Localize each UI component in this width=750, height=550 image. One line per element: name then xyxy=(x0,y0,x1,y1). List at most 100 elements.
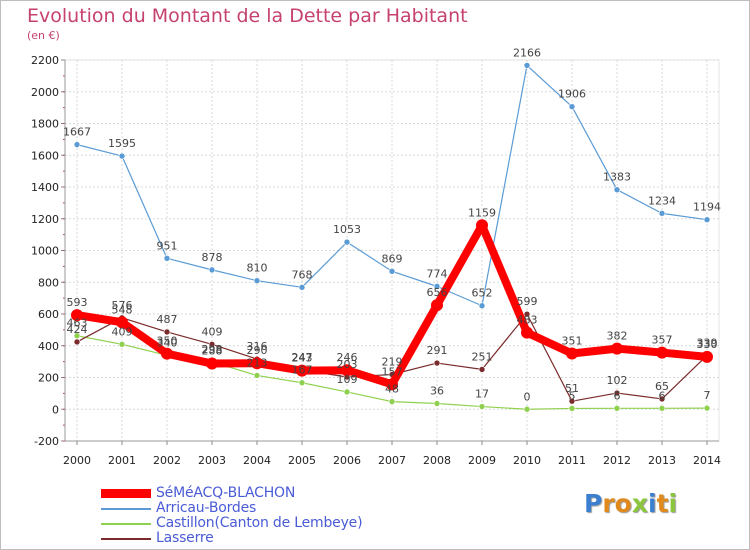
data-label-semeacq-blachon: 243 xyxy=(292,352,313,365)
data-label-arricau-bordes: 1906 xyxy=(558,88,586,101)
legend-label: Lasserre xyxy=(156,530,214,546)
data-point-castillon xyxy=(298,379,306,387)
data-point-arricau-bordes xyxy=(703,216,711,224)
data-point-lasserre xyxy=(523,310,531,318)
data-label-lasserre: 291 xyxy=(427,344,448,357)
data-point-castillon xyxy=(388,398,396,405)
x-tick-label: 2010 xyxy=(513,454,541,467)
data-label-arricau-bordes: 774 xyxy=(427,267,448,280)
series-layer xyxy=(71,62,713,413)
data-label-arricau-bordes: 768 xyxy=(292,268,313,281)
chart-title: Evolution du Montant de la Dette par Hab… xyxy=(27,5,468,27)
data-point-castillon xyxy=(433,400,441,407)
legend-label: Arricau-Bordes xyxy=(156,500,257,516)
data-point-semeacq-blachon xyxy=(161,347,173,360)
data-label-lasserre: 424 xyxy=(67,323,88,336)
data-label-lasserre: 576 xyxy=(112,299,133,312)
x-tick-label: 2004 xyxy=(243,454,271,467)
x-tick-label: 2002 xyxy=(153,454,181,467)
logo-letter: r xyxy=(602,489,615,518)
x-tick-label: 2000 xyxy=(63,454,91,467)
data-label-arricau-bordes: 2166 xyxy=(513,46,541,59)
data-label-lasserre: 203 xyxy=(337,358,358,371)
legend-swatch xyxy=(101,523,151,525)
data-label-castillon: 409 xyxy=(112,325,133,338)
data-label-semeacq-blachon: 350 xyxy=(157,335,178,348)
y-tick-label: 600 xyxy=(38,308,59,321)
data-point-arricau-bordes xyxy=(658,210,666,217)
data-point-semeacq-blachon xyxy=(341,364,353,377)
data-point-semeacq-blachon xyxy=(251,357,263,370)
legend-swatch xyxy=(101,508,151,510)
data-label-lasserre: 339 xyxy=(697,336,718,349)
data-point-arricau-bordes xyxy=(208,266,216,274)
data-label-castillon: 109 xyxy=(337,373,358,386)
data-point-arricau-bordes xyxy=(568,103,576,110)
data-label-lasserre: 65 xyxy=(655,380,669,393)
data-point-lasserre xyxy=(163,328,171,336)
data-label-semeacq-blachon: 357 xyxy=(652,334,673,347)
logo-letter: i xyxy=(668,489,678,518)
data-point-castillon xyxy=(658,404,666,412)
data-label-lasserre: 487 xyxy=(157,313,178,326)
y-tick-label: 0 xyxy=(52,403,59,416)
x-tick-label: 2012 xyxy=(603,454,631,467)
data-label-castillon: 6 xyxy=(659,389,666,402)
x-tick-label: 2003 xyxy=(198,454,226,467)
data-label-semeacq-blachon: 157 xyxy=(382,365,403,378)
data-point-castillon xyxy=(253,372,261,379)
data-point-semeacq-blachon xyxy=(296,364,308,377)
y-tick-label: 2200 xyxy=(31,54,59,67)
data-label-lasserre: 251 xyxy=(472,350,493,363)
data-point-semeacq-blachon xyxy=(116,316,128,329)
data-point-arricau-bordes xyxy=(478,302,486,310)
x-tick-label: 2013 xyxy=(648,454,676,467)
data-label-castillon: 340 xyxy=(157,336,178,349)
logo-letter: P xyxy=(584,489,603,518)
y-tick-label: 1200 xyxy=(31,213,59,226)
data-point-lasserre xyxy=(658,395,666,403)
data-point-semeacq-blachon xyxy=(71,309,83,322)
data-label-semeacq-blachon: 593 xyxy=(67,296,88,309)
data-label-castillon: 36 xyxy=(430,385,444,398)
data-label-semeacq-blachon: 382 xyxy=(607,330,628,343)
data-label-castillon: 298 xyxy=(202,343,223,356)
data-point-lasserre xyxy=(208,341,216,348)
data-point-castillon xyxy=(703,404,711,412)
data-label-arricau-bordes: 1383 xyxy=(603,171,631,184)
y-tick-label: 200 xyxy=(38,372,59,385)
data-label-semeacq-blachon: 246 xyxy=(337,351,358,364)
data-label-lasserre: 409 xyxy=(202,325,223,338)
data-label-castillon: 213 xyxy=(247,356,268,369)
y-tick-label: -200 xyxy=(34,435,59,448)
data-point-semeacq-blachon xyxy=(431,299,443,312)
data-point-arricau-bordes xyxy=(343,238,351,246)
data-point-arricau-bordes xyxy=(118,152,126,160)
data-point-semeacq-blachon xyxy=(656,346,668,359)
data-point-arricau-bordes xyxy=(253,277,261,284)
data-label-semeacq-blachon: 548 xyxy=(112,303,133,316)
legend-swatch xyxy=(101,489,151,498)
y-tick-label: 1600 xyxy=(31,149,59,162)
data-label-semeacq-blachon: 290 xyxy=(247,344,268,357)
y-tick-label: 1400 xyxy=(31,181,59,194)
data-point-castillon xyxy=(118,341,126,348)
proxiti-logo: Proxiti xyxy=(584,489,677,518)
data-label-semeacq-blachon: 330 xyxy=(697,338,718,351)
data-label-castillon: 167 xyxy=(292,364,313,377)
data-point-semeacq-blachon xyxy=(521,326,533,339)
y-axis-unit: (en €) xyxy=(27,29,60,42)
data-label-lasserre: 599 xyxy=(517,295,538,308)
data-label-arricau-bordes: 869 xyxy=(382,252,403,265)
data-label-castillon: 463 xyxy=(67,317,88,330)
data-point-semeacq-blachon xyxy=(386,378,398,391)
data-label-semeacq-blachon: 1159 xyxy=(468,206,496,219)
logo-letter: t xyxy=(656,489,669,518)
data-point-arricau-bordes xyxy=(298,284,306,291)
x-tick-label: 2011 xyxy=(558,454,586,467)
y-tick-label: 2000 xyxy=(31,86,59,99)
y-tick-label: 800 xyxy=(38,276,59,289)
data-point-arricau-bordes xyxy=(163,254,171,262)
